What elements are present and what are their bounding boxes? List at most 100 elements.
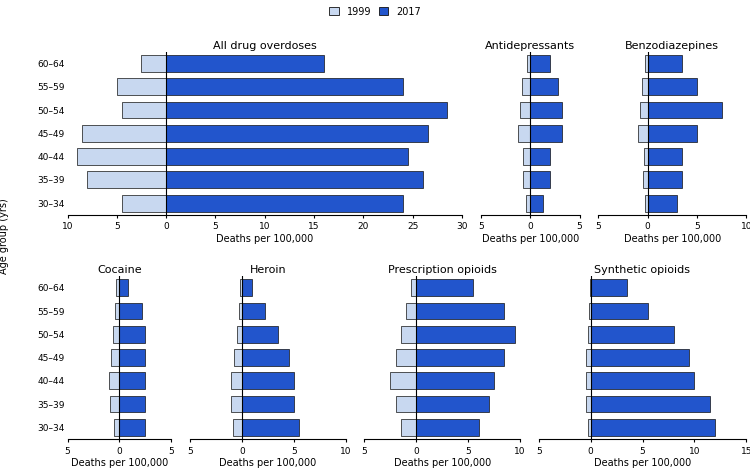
Title: Synthetic opioids: Synthetic opioids: [595, 265, 691, 275]
Bar: [591, 279, 627, 296]
Bar: [117, 78, 166, 95]
Bar: [242, 396, 294, 413]
Bar: [524, 171, 530, 188]
Bar: [587, 419, 591, 436]
Bar: [109, 372, 119, 389]
Bar: [530, 195, 543, 211]
Bar: [643, 171, 647, 188]
Bar: [166, 195, 403, 211]
X-axis label: Deaths per 100,000: Deaths per 100,000: [594, 458, 692, 468]
Bar: [242, 372, 294, 389]
Bar: [111, 349, 119, 366]
Bar: [395, 349, 416, 366]
Bar: [122, 101, 166, 118]
Bar: [232, 396, 242, 413]
Bar: [416, 349, 505, 366]
X-axis label: Deaths per 100,000: Deaths per 100,000: [394, 458, 490, 468]
Bar: [242, 419, 299, 436]
Title: Benzodiazepines: Benzodiazepines: [626, 41, 719, 51]
Bar: [645, 195, 647, 211]
Bar: [411, 279, 416, 296]
Title: All drug overdoses: All drug overdoses: [213, 41, 316, 51]
X-axis label: Deaths per 100,000: Deaths per 100,000: [70, 458, 168, 468]
Bar: [416, 372, 494, 389]
X-axis label: Deaths per 100,000: Deaths per 100,000: [482, 234, 579, 244]
Bar: [232, 372, 242, 389]
Bar: [119, 349, 146, 366]
Bar: [110, 396, 119, 413]
Bar: [416, 326, 514, 343]
Bar: [591, 326, 674, 343]
Bar: [586, 372, 591, 389]
Bar: [238, 303, 242, 320]
Bar: [530, 148, 550, 165]
Bar: [113, 326, 119, 343]
Bar: [166, 55, 324, 72]
Bar: [520, 101, 530, 118]
Bar: [647, 101, 722, 118]
Bar: [644, 148, 647, 165]
Bar: [416, 303, 505, 320]
Bar: [400, 419, 416, 436]
Bar: [142, 55, 166, 72]
Bar: [87, 171, 166, 188]
X-axis label: Deaths per 100,000: Deaths per 100,000: [216, 234, 314, 244]
Title: Heroin: Heroin: [250, 265, 286, 275]
Bar: [647, 55, 682, 72]
Bar: [119, 419, 146, 436]
Bar: [647, 78, 697, 95]
Legend: 1999, 2017: 1999, 2017: [327, 5, 423, 19]
Bar: [116, 279, 119, 296]
Bar: [645, 55, 647, 72]
Bar: [647, 148, 682, 165]
Title: Antidepressants: Antidepressants: [485, 41, 575, 51]
Bar: [591, 396, 710, 413]
Bar: [119, 326, 146, 343]
Bar: [166, 125, 428, 142]
Bar: [242, 279, 252, 296]
Bar: [647, 195, 677, 211]
Bar: [526, 195, 530, 211]
Bar: [77, 148, 166, 165]
Bar: [116, 303, 119, 320]
Bar: [166, 148, 408, 165]
Bar: [119, 372, 146, 389]
Bar: [119, 279, 128, 296]
Bar: [530, 101, 562, 118]
Bar: [416, 396, 489, 413]
Bar: [518, 125, 530, 142]
Bar: [638, 125, 647, 142]
Bar: [166, 171, 423, 188]
Bar: [122, 195, 166, 211]
Bar: [530, 55, 550, 72]
Bar: [242, 326, 278, 343]
Bar: [406, 303, 416, 320]
Bar: [640, 101, 647, 118]
Bar: [590, 279, 591, 296]
Bar: [530, 125, 562, 142]
Bar: [586, 349, 591, 366]
Bar: [527, 55, 530, 72]
Title: Cocaine: Cocaine: [97, 265, 142, 275]
Title: Prescription opioids: Prescription opioids: [388, 265, 496, 275]
Bar: [119, 303, 142, 320]
Bar: [82, 125, 166, 142]
Bar: [591, 303, 648, 320]
Bar: [530, 171, 550, 188]
Bar: [591, 372, 694, 389]
Bar: [647, 125, 697, 142]
Bar: [119, 396, 146, 413]
Bar: [591, 419, 716, 436]
Bar: [114, 419, 119, 436]
Bar: [586, 396, 591, 413]
Bar: [587, 326, 591, 343]
Bar: [237, 326, 242, 343]
X-axis label: Deaths per 100,000: Deaths per 100,000: [219, 458, 316, 468]
Bar: [591, 349, 689, 366]
Bar: [242, 349, 289, 366]
Bar: [395, 396, 416, 413]
Bar: [400, 326, 416, 343]
Bar: [416, 419, 478, 436]
Text: Age group (yrs): Age group (yrs): [0, 198, 9, 274]
Bar: [390, 372, 416, 389]
